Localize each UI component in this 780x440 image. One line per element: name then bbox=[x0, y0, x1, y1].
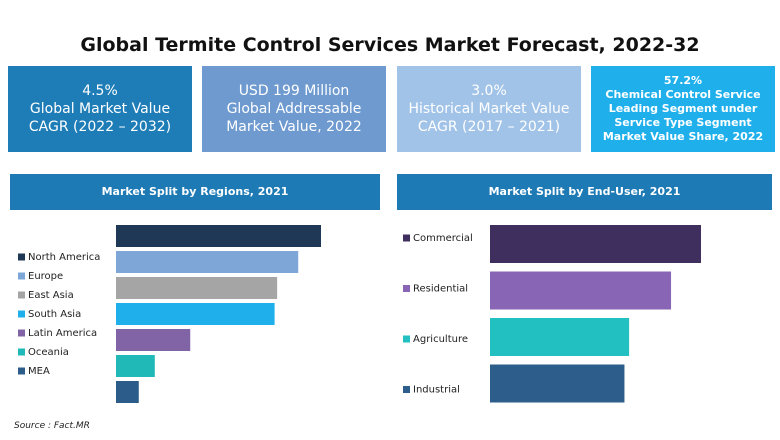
legend-label: North America bbox=[28, 252, 100, 263]
legend-swatch bbox=[403, 234, 410, 242]
stat-label: Global Market Value CAGR (2022 – 2032) bbox=[28, 101, 172, 135]
bar bbox=[490, 364, 625, 403]
legend-swatch bbox=[18, 291, 25, 299]
stat-label: Chemical Control Service Leading Segment… bbox=[602, 88, 764, 143]
panel-header bbox=[10, 174, 380, 210]
legend-swatch bbox=[18, 272, 25, 280]
stat-value: USD 199 Million bbox=[238, 83, 350, 99]
bar bbox=[116, 355, 155, 377]
legend-label: Industrial bbox=[413, 385, 460, 396]
legend-swatch bbox=[403, 335, 410, 343]
bar bbox=[490, 318, 630, 356]
legend-swatch bbox=[18, 367, 25, 375]
legend-swatch bbox=[18, 310, 25, 318]
legend-label: Latin America bbox=[28, 328, 97, 339]
bar bbox=[116, 277, 278, 299]
stat-box: 3.0% Historical Market Value CAGR (2017 –… bbox=[397, 66, 581, 152]
legend-label: Commercial bbox=[413, 233, 473, 244]
legend-label: East Asia bbox=[28, 290, 74, 301]
stat-value: 57.2% bbox=[663, 74, 703, 87]
stat-box: 4.5% Global Market Value CAGR (2022 – 203… bbox=[8, 66, 192, 152]
bar bbox=[116, 303, 275, 325]
stat-value: 3.0% bbox=[471, 83, 507, 99]
legend-swatch bbox=[18, 329, 25, 337]
stat-label: Historical Market Value CAGR (2017 – 202… bbox=[408, 101, 570, 135]
bar bbox=[490, 271, 672, 310]
legend-label: Agriculture bbox=[413, 334, 468, 345]
bar bbox=[490, 225, 701, 263]
legend-swatch bbox=[403, 285, 410, 292]
legend-label: Oceania bbox=[28, 347, 69, 358]
chart-title: Market Split by End-User, 2021 bbox=[489, 185, 681, 198]
chart-title: Market Split by Regions, 2021 bbox=[102, 185, 289, 198]
legend-label: Residential bbox=[413, 284, 468, 295]
legend-swatch bbox=[403, 386, 410, 393]
stat-box: 57.2% Chemical Control Service Leading Se… bbox=[591, 66, 775, 152]
stat-label: Global Addressable Market Value, 2022 bbox=[226, 101, 362, 135]
legend-swatch bbox=[18, 348, 25, 356]
bar bbox=[116, 381, 139, 403]
page-title: Global Termite Control Services Market F… bbox=[80, 34, 700, 56]
legend-label: Europe bbox=[28, 271, 63, 282]
legend-label: MEA bbox=[28, 366, 50, 377]
legend-label: South Asia bbox=[28, 309, 81, 320]
bar bbox=[116, 329, 191, 351]
stat-box: USD 199 Million Global Addressable Market… bbox=[202, 66, 386, 152]
panel-header bbox=[397, 174, 772, 210]
bar bbox=[116, 251, 299, 273]
legend-swatch bbox=[18, 253, 25, 261]
stat-value: 4.5% bbox=[82, 83, 118, 99]
source: Source : Fact.MR bbox=[14, 421, 90, 431]
bar bbox=[116, 225, 321, 247]
